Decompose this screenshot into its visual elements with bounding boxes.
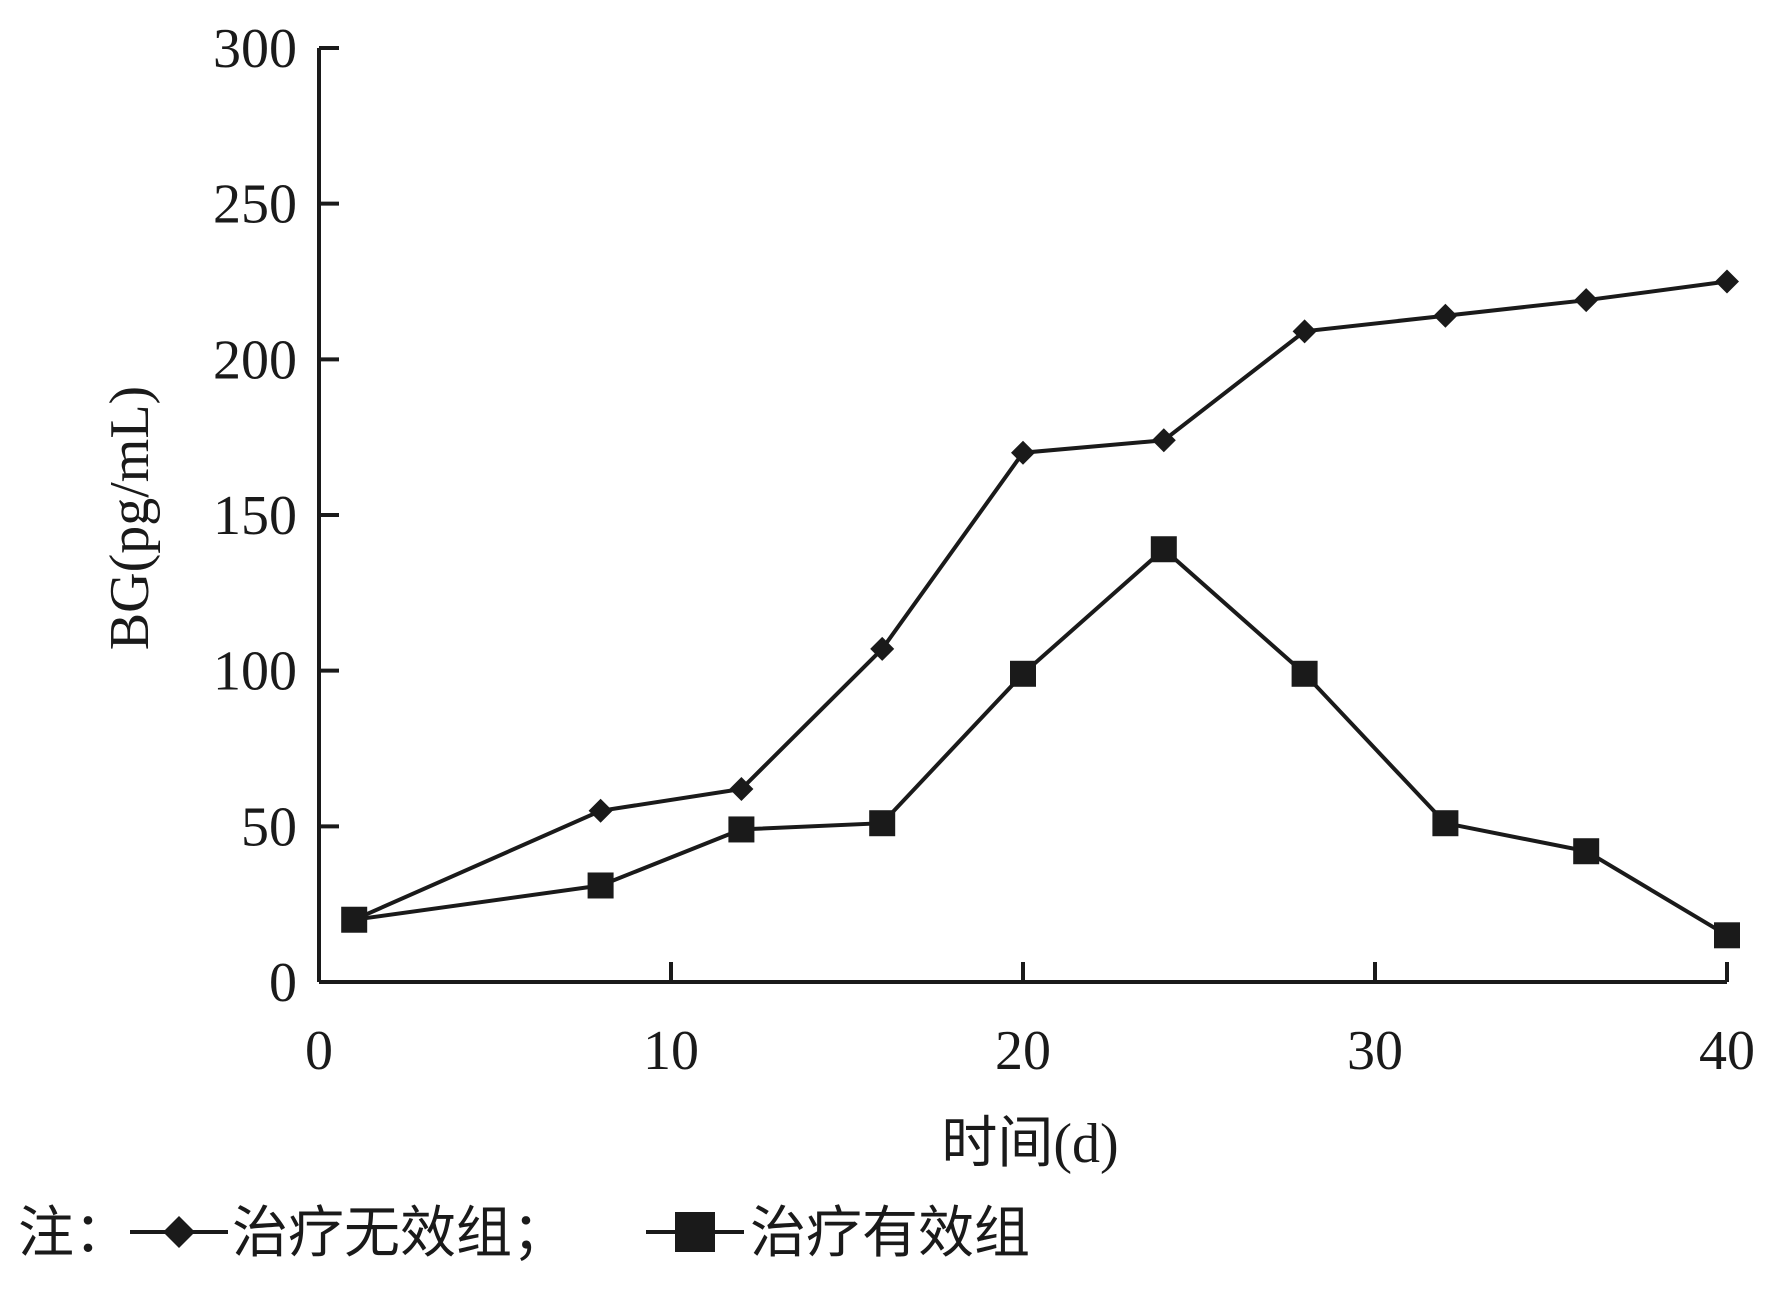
x-tick-label: 30 [1347, 1020, 1403, 1082]
y-tick-label: 100 [213, 641, 297, 703]
data-point-effective [1714, 922, 1740, 949]
x-tick-label: 20 [995, 1020, 1051, 1082]
legend-label-ineffective: 治疗无效组； [232, 1203, 568, 1265]
legend-item-ineffective: 治疗无效组； [130, 1203, 568, 1265]
x-ticks: 0 10 20 30 40 [305, 962, 1755, 1082]
legend-prefix: 注： [18, 1203, 130, 1265]
data-point-ineffective [588, 798, 613, 823]
data-point-effective [728, 816, 755, 843]
y-tick-label: 50 [241, 796, 297, 858]
series-layer [341, 269, 1740, 949]
series-line-effective [353, 546, 1729, 938]
data-point-effective [1291, 660, 1318, 687]
y-ticks: 0 50 100 150 200 250 300 [213, 18, 339, 1014]
data-point-ineffective [1574, 288, 1599, 313]
data-point-effective [1010, 660, 1036, 687]
x-tick-label: 40 [1699, 1020, 1755, 1082]
legend-item-effective: 治疗有效组 [646, 1203, 1030, 1265]
data-point-ineffective [1292, 319, 1317, 344]
data-point-ineffective [1433, 303, 1458, 328]
x-tick-label: 10 [643, 1020, 699, 1082]
data-point-ineffective [1715, 269, 1739, 294]
y-tick-label: 0 [269, 952, 297, 1014]
legend-square-marker [675, 1212, 715, 1252]
series-line-ineffective [353, 279, 1728, 922]
data-point-effective [869, 810, 896, 837]
x-tick-label: 0 [305, 1020, 333, 1082]
y-tick-label: 250 [213, 174, 297, 236]
data-point-ineffective [1011, 440, 1035, 465]
legend: 注： 治疗无效组； 治疗有效组 [18, 1203, 1030, 1265]
legend-diamond-marker [163, 1216, 195, 1248]
data-point-effective [341, 906, 368, 933]
data-point-effective [587, 872, 614, 899]
data-point-ineffective [1151, 428, 1176, 453]
y-tick-label: 300 [213, 18, 297, 80]
data-point-effective [1432, 810, 1459, 837]
y-tick-label: 150 [213, 485, 297, 547]
y-axis-title: BG(pg/mL) [99, 386, 161, 650]
x-axis-title: 时间(d) [941, 1113, 1118, 1175]
y-tick-label: 200 [213, 329, 297, 391]
data-point-ineffective [870, 636, 895, 661]
data-point-effective [1573, 838, 1600, 865]
plot-area: 0 50 100 150 200 250 300 0 10 20 30 40 [213, 18, 1755, 1082]
data-point-ineffective [729, 776, 754, 801]
data-point-effective [1150, 536, 1177, 563]
legend-label-effective: 治疗有效组 [750, 1203, 1030, 1265]
